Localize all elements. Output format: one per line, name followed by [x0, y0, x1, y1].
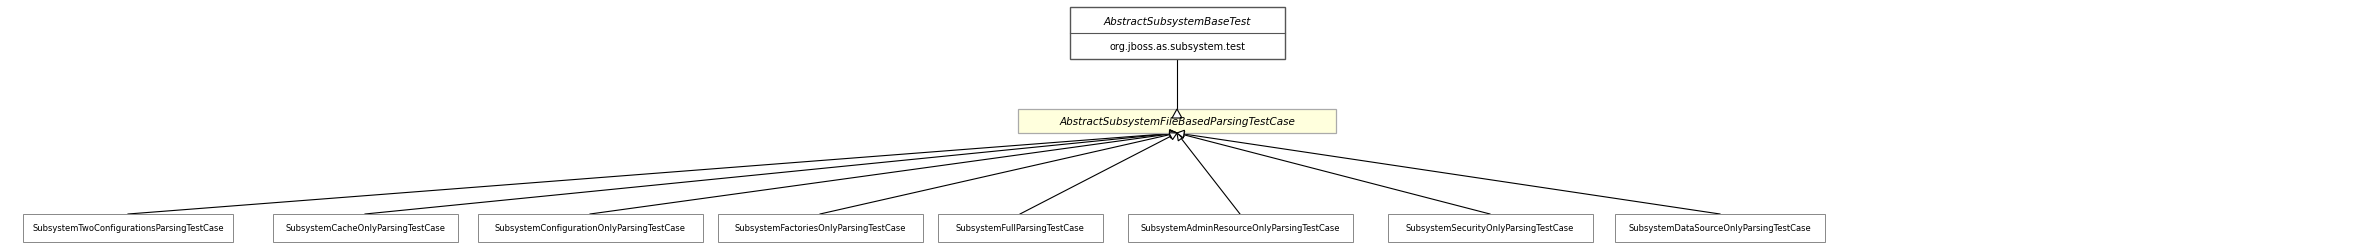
Text: AbstractSubsystemBaseTest: AbstractSubsystemBaseTest [1102, 17, 1251, 27]
Bar [24, 214, 233, 242]
Bar [478, 214, 702, 242]
Polygon shape [1170, 130, 1178, 138]
Text: SubsystemTwoConfigurationsParsingTestCase: SubsystemTwoConfigurationsParsingTestCas… [33, 224, 224, 232]
Polygon shape [1173, 110, 1182, 118]
Text: AbstractSubsystemFileBasedParsingTestCase: AbstractSubsystemFileBasedParsingTestCas… [1060, 116, 1295, 126]
Polygon shape [1170, 130, 1178, 138]
Polygon shape [1178, 134, 1185, 141]
Bar [1387, 214, 1592, 242]
Bar [718, 214, 923, 242]
Text: SubsystemFactoriesOnlyParsingTestCase: SubsystemFactoriesOnlyParsingTestCase [735, 224, 907, 232]
Bar [273, 214, 457, 242]
Bar [1017, 110, 1335, 134]
Text: org.jboss.as.subsystem.test: org.jboss.as.subsystem.test [1109, 42, 1246, 52]
Polygon shape [1178, 131, 1185, 138]
Text: SubsystemDataSourceOnlyParsingTestCase: SubsystemDataSourceOnlyParsingTestCase [1630, 224, 1811, 232]
Text: SubsystemFullParsingTestCase: SubsystemFullParsingTestCase [956, 224, 1083, 232]
Polygon shape [1170, 130, 1178, 138]
Polygon shape [1170, 131, 1178, 139]
Text: SubsystemCacheOnlyParsingTestCase: SubsystemCacheOnlyParsingTestCase [285, 224, 445, 232]
Polygon shape [1168, 133, 1178, 140]
Polygon shape [1178, 132, 1185, 139]
Bar [1128, 214, 1352, 242]
Bar [1069, 8, 1283, 60]
Text: SubsystemAdminResourceOnlyParsingTestCase: SubsystemAdminResourceOnlyParsingTestCas… [1140, 224, 1340, 232]
Text: SubsystemSecurityOnlyParsingTestCase: SubsystemSecurityOnlyParsingTestCase [1406, 224, 1573, 232]
Bar [1616, 214, 1825, 242]
Text: SubsystemConfigurationOnlyParsingTestCase: SubsystemConfigurationOnlyParsingTestCas… [495, 224, 685, 232]
Bar [937, 214, 1102, 242]
